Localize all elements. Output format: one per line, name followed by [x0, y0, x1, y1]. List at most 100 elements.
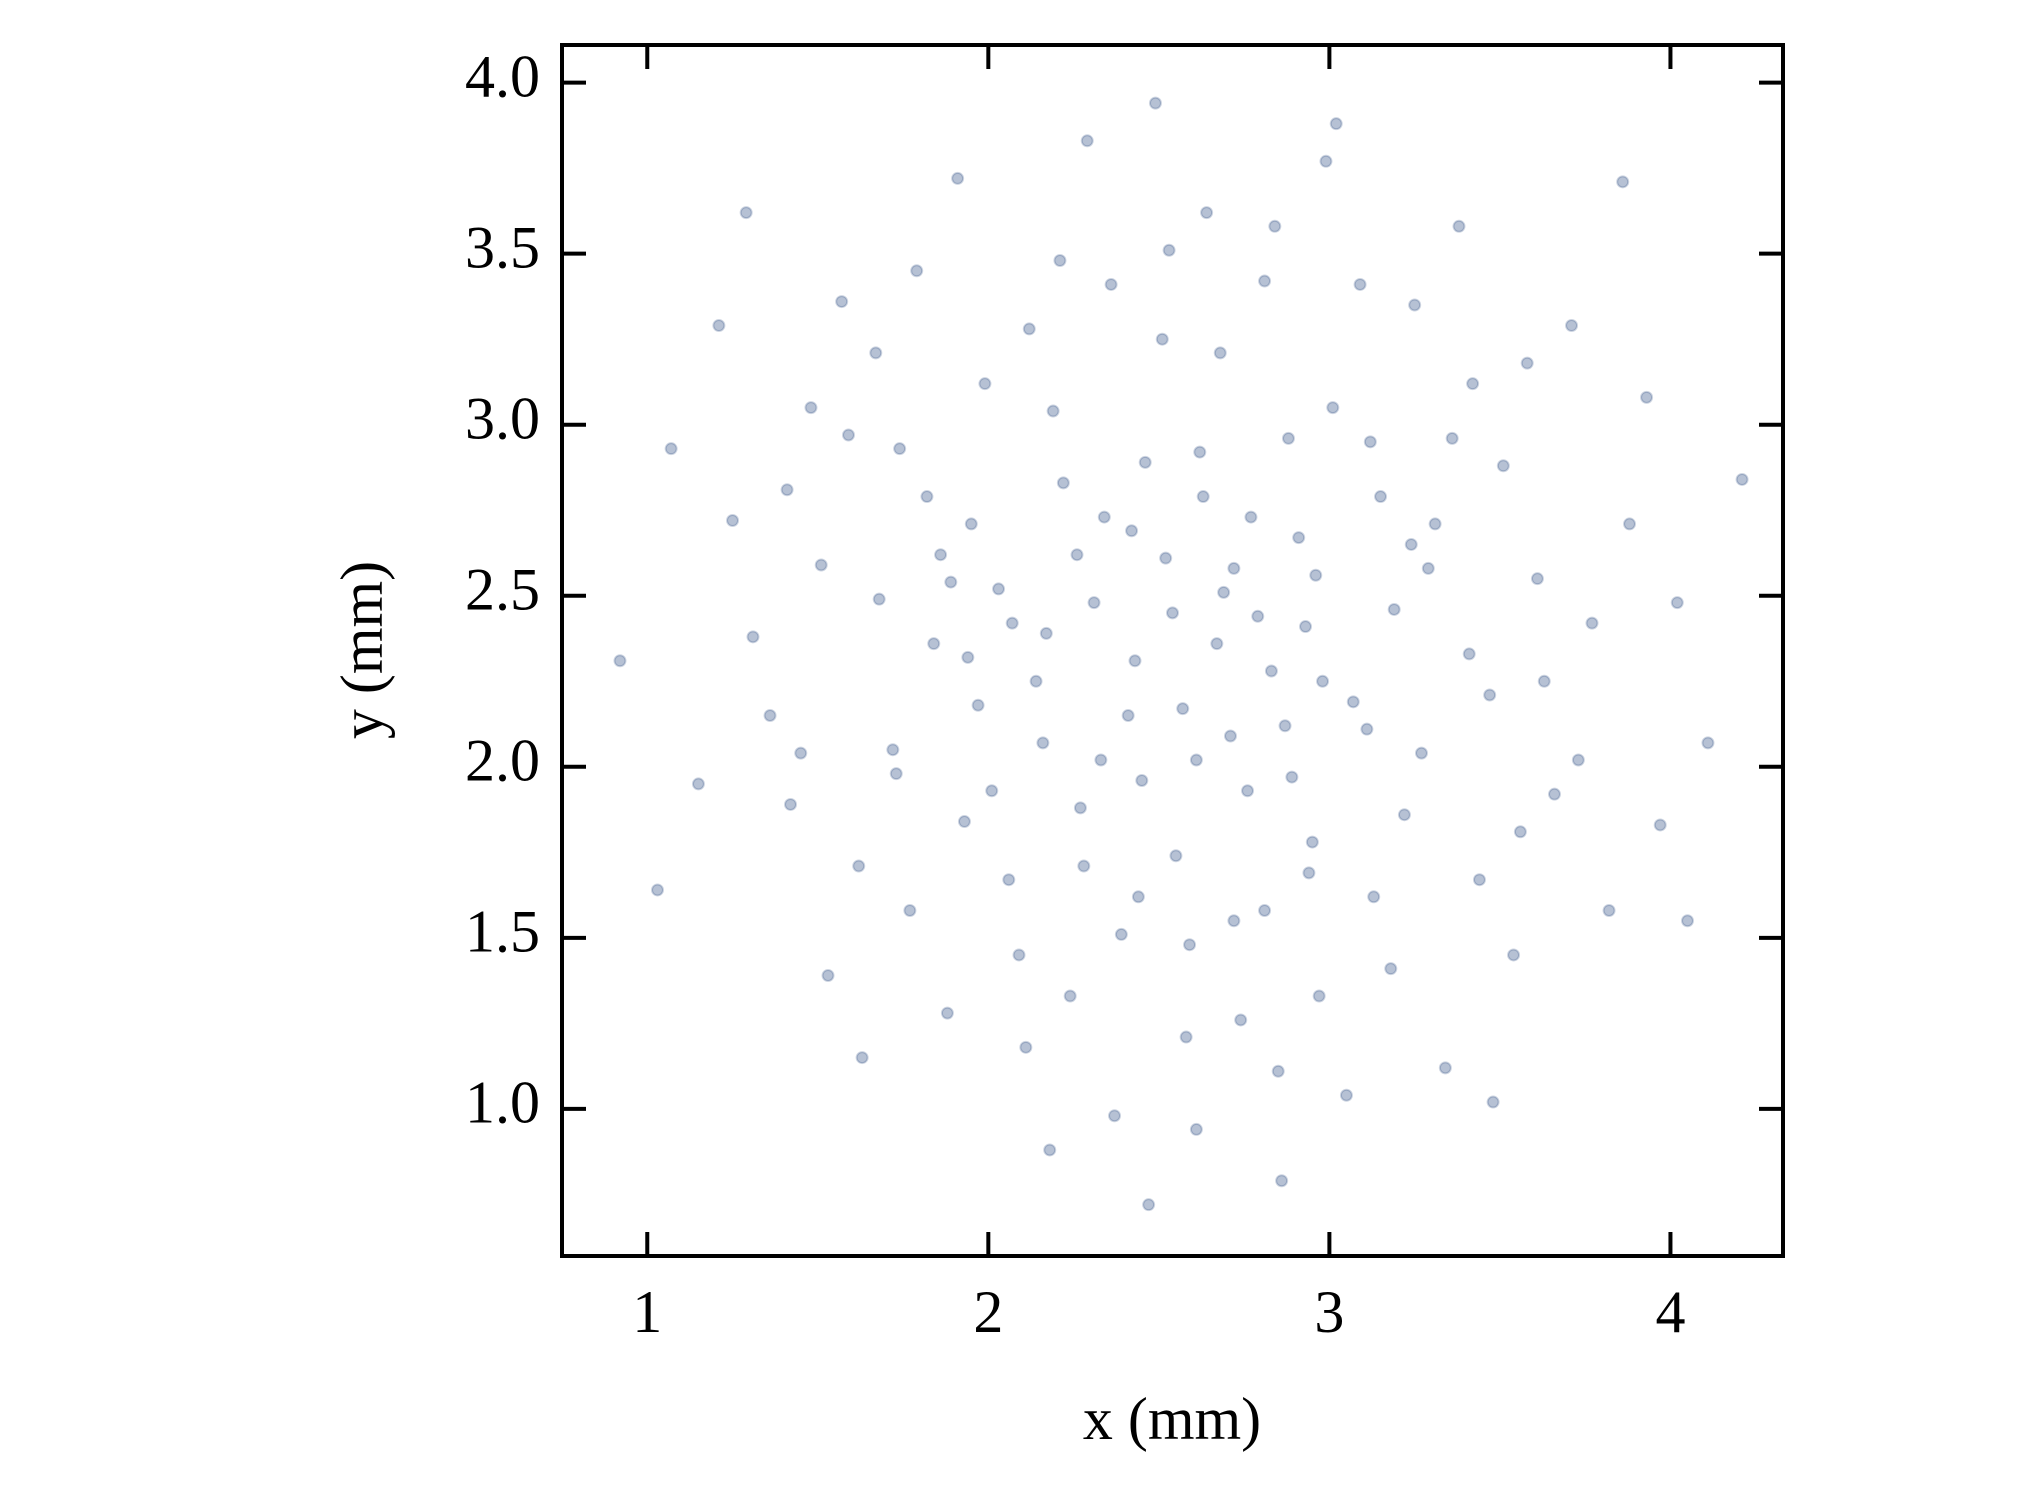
plot-frame: [560, 43, 1785, 1258]
point: [1166, 606, 1179, 620]
point: [1213, 346, 1227, 360]
point: [1486, 1095, 1500, 1109]
point: [763, 708, 777, 722]
point: [1005, 616, 1019, 630]
point: [1414, 746, 1428, 760]
point: [780, 483, 794, 497]
point: [927, 637, 941, 651]
point: [1053, 254, 1067, 268]
point: [1019, 1040, 1033, 1054]
point: [1466, 377, 1480, 391]
point: [1285, 770, 1299, 784]
point: [869, 346, 883, 360]
point: [1735, 472, 1749, 486]
point: [1640, 390, 1654, 404]
point: [1128, 654, 1142, 668]
point: [1077, 859, 1091, 873]
point: [1138, 455, 1152, 469]
point: [1623, 517, 1637, 531]
point: [1227, 914, 1241, 928]
point: [1189, 1122, 1203, 1136]
y-tick-label: 1.5: [465, 899, 540, 965]
point: [835, 295, 849, 309]
point: [794, 746, 808, 760]
point: [1339, 1088, 1353, 1102]
x-tick-label: 3: [1314, 1279, 1344, 1345]
point: [1329, 117, 1343, 131]
point: [1179, 1030, 1193, 1044]
point: [951, 171, 965, 185]
point: [889, 767, 903, 781]
point: [971, 698, 985, 712]
y-tick-label: 2.0: [465, 728, 540, 794]
point: [1408, 298, 1422, 312]
point: [1176, 702, 1190, 716]
point: [992, 582, 1006, 596]
point: [1302, 866, 1316, 880]
point: [746, 630, 760, 644]
point: [1537, 674, 1551, 688]
point: [852, 859, 866, 873]
point: [1326, 401, 1340, 415]
point: [920, 490, 934, 504]
point: [1363, 435, 1377, 449]
point: [1602, 903, 1616, 917]
point: [1681, 914, 1695, 928]
point: [978, 377, 992, 391]
point: [1094, 753, 1108, 767]
point: [1169, 849, 1183, 863]
point: [903, 903, 917, 917]
point: [814, 558, 828, 572]
point: [1114, 927, 1128, 941]
point: [726, 514, 740, 528]
point: [664, 442, 678, 456]
point: [1299, 620, 1313, 634]
point: [1292, 531, 1306, 545]
point: [1189, 753, 1203, 767]
point: [1063, 989, 1077, 1003]
point: [1264, 664, 1278, 678]
point: [1193, 445, 1207, 459]
point: [1073, 801, 1087, 815]
point: [1022, 322, 1036, 336]
point: [1384, 962, 1398, 976]
y-tick-label: 2.5: [465, 557, 540, 623]
x-tick-label: 2: [973, 1279, 1003, 1345]
point: [784, 797, 798, 811]
point: [1312, 989, 1326, 1003]
point: [964, 517, 978, 531]
point: [1046, 404, 1060, 418]
point: [691, 777, 705, 791]
point: [1183, 938, 1197, 952]
point: [1029, 674, 1043, 688]
point: [1462, 647, 1476, 661]
point: [1087, 596, 1101, 610]
point: [1244, 510, 1258, 524]
point: [1483, 688, 1497, 702]
point: [1530, 572, 1544, 586]
point: [1404, 537, 1418, 551]
point: [1002, 873, 1016, 887]
point: [1056, 476, 1070, 490]
point: [1387, 602, 1401, 616]
point: [957, 815, 971, 829]
point: [1496, 459, 1510, 473]
point: [1012, 948, 1026, 962]
point: [1316, 674, 1330, 688]
x-axis-label: x (mm): [1083, 1386, 1261, 1452]
point: [613, 654, 627, 668]
point: [712, 319, 726, 333]
point: [1097, 510, 1111, 524]
point: [1036, 736, 1050, 750]
point: [1217, 585, 1231, 599]
point: [1452, 219, 1466, 233]
point: [1200, 206, 1214, 220]
point: [1428, 517, 1442, 531]
point: [1278, 719, 1292, 733]
point: [1125, 524, 1139, 538]
point: [1234, 1013, 1248, 1027]
point: [804, 401, 818, 415]
point: [1121, 708, 1135, 722]
point: [1309, 568, 1323, 582]
